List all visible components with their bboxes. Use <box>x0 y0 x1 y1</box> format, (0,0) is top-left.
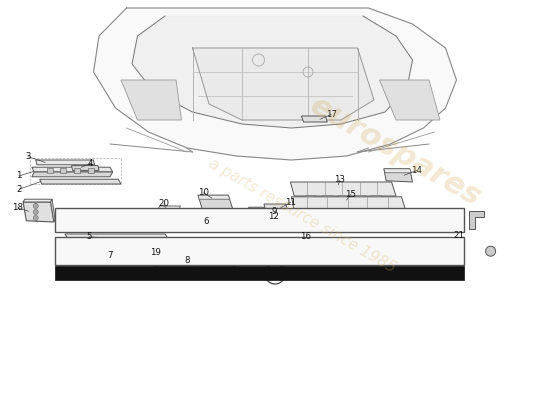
Text: 12: 12 <box>268 212 279 221</box>
Polygon shape <box>301 116 327 122</box>
Polygon shape <box>23 199 52 202</box>
Polygon shape <box>70 242 176 250</box>
Text: 5: 5 <box>86 232 92 241</box>
Polygon shape <box>51 199 55 222</box>
Polygon shape <box>132 16 412 128</box>
Polygon shape <box>72 166 99 170</box>
Polygon shape <box>32 167 113 172</box>
Text: eurospares: eurospares <box>305 91 487 213</box>
Polygon shape <box>198 195 234 212</box>
Bar <box>88 168 94 173</box>
Text: a parts resource since 1985: a parts resource since 1985 <box>206 156 399 276</box>
Polygon shape <box>245 217 273 225</box>
Text: 11: 11 <box>285 198 296 207</box>
Bar <box>322 195 332 196</box>
Polygon shape <box>121 80 182 120</box>
Polygon shape <box>158 209 182 224</box>
Polygon shape <box>76 250 180 257</box>
Text: 21: 21 <box>453 231 464 240</box>
Bar <box>355 195 365 196</box>
Polygon shape <box>290 182 396 196</box>
Polygon shape <box>134 255 178 261</box>
Polygon shape <box>249 207 270 222</box>
Polygon shape <box>384 169 412 182</box>
Circle shape <box>33 210 39 214</box>
Text: 16: 16 <box>300 232 311 241</box>
Polygon shape <box>292 197 406 211</box>
Bar <box>305 195 315 196</box>
Polygon shape <box>469 211 484 229</box>
Polygon shape <box>192 48 374 120</box>
Text: 10: 10 <box>198 188 209 197</box>
Text: 13: 13 <box>334 176 345 184</box>
Polygon shape <box>89 259 150 265</box>
Polygon shape <box>169 225 264 232</box>
Text: 19: 19 <box>150 248 161 257</box>
Polygon shape <box>40 179 121 184</box>
Polygon shape <box>294 211 400 216</box>
Circle shape <box>486 246 496 256</box>
Text: 21: 21 <box>270 270 280 278</box>
Bar <box>55 237 464 265</box>
Polygon shape <box>155 264 235 270</box>
Polygon shape <box>158 206 180 209</box>
Polygon shape <box>264 204 288 215</box>
Text: 18: 18 <box>12 204 23 212</box>
Text: 15: 15 <box>345 190 356 199</box>
Circle shape <box>33 204 39 208</box>
Text: 14: 14 <box>411 166 422 175</box>
Text: 7: 7 <box>107 252 113 260</box>
Bar <box>74 168 80 173</box>
Text: 9: 9 <box>271 207 277 216</box>
Text: 1: 1 <box>16 172 22 180</box>
Bar <box>55 266 464 280</box>
Circle shape <box>33 216 39 220</box>
Polygon shape <box>257 239 359 248</box>
Polygon shape <box>176 226 257 230</box>
Bar <box>60 168 66 173</box>
Text: 20: 20 <box>158 200 169 208</box>
Bar <box>47 168 52 173</box>
Polygon shape <box>384 169 411 173</box>
Bar <box>55 208 464 232</box>
Polygon shape <box>23 202 54 222</box>
Bar <box>371 195 381 196</box>
Text: 4: 4 <box>88 159 94 168</box>
Polygon shape <box>198 195 230 199</box>
Polygon shape <box>32 172 113 177</box>
Polygon shape <box>65 234 170 242</box>
Text: 8: 8 <box>184 256 190 265</box>
Polygon shape <box>94 8 456 160</box>
Polygon shape <box>379 80 440 120</box>
Bar <box>338 195 348 196</box>
Text: 17: 17 <box>326 110 337 119</box>
Text: 3: 3 <box>26 152 31 161</box>
Text: 6: 6 <box>204 218 209 226</box>
Text: 2: 2 <box>16 185 22 194</box>
Text: 825 02: 825 02 <box>471 268 512 278</box>
Polygon shape <box>36 160 95 165</box>
